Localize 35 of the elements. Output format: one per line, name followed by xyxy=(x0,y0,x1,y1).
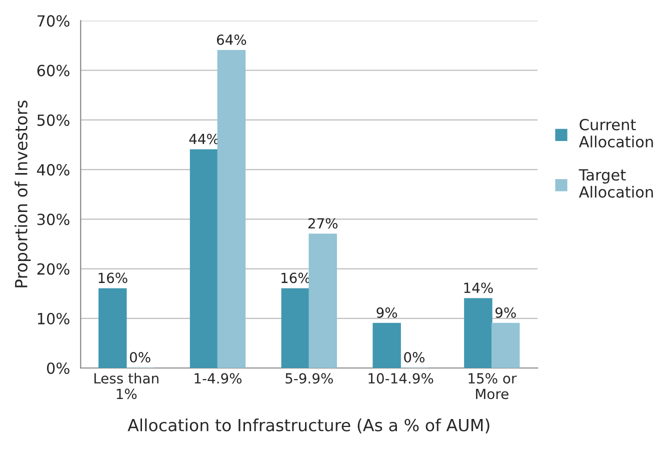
x-tick-label: Less than 1% xyxy=(94,372,158,400)
bar xyxy=(98,288,127,368)
legend-label: Current Allocation xyxy=(578,118,653,148)
y-axis-title: Proportion of Investors xyxy=(14,100,31,288)
y-tick-label: 70% xyxy=(38,15,70,27)
text: 16% xyxy=(98,272,128,284)
y-tick-label: 20% xyxy=(37,263,70,275)
x-tick-label: 5-9.9% xyxy=(286,373,333,384)
y-tick-label: 0% xyxy=(46,362,70,374)
bar xyxy=(308,234,337,368)
text: 9% xyxy=(495,307,516,318)
y-tick-label: 30% xyxy=(37,214,70,226)
y-tick-label: 10% xyxy=(38,312,70,324)
text: 14% xyxy=(464,282,493,294)
bar xyxy=(281,288,310,368)
text: 16% xyxy=(282,272,310,284)
text: 44% xyxy=(189,134,219,144)
x-axis-title: Allocation to Infrastructure (As a % of AUM) xyxy=(128,418,490,434)
text: 0% xyxy=(404,352,424,363)
x-tick-label: 15% or More xyxy=(468,373,517,400)
bar xyxy=(464,298,492,368)
bar xyxy=(372,322,401,368)
x-tick-label: 1-4.9% xyxy=(194,373,242,384)
text: 9% xyxy=(376,307,398,318)
y-tick-label: 40% xyxy=(37,164,70,176)
text: 0% xyxy=(130,352,150,363)
legend-label: Target Allocation xyxy=(578,169,653,198)
x-tick-label: 10-14.9% xyxy=(368,373,434,384)
text: 64% xyxy=(216,34,246,45)
y-tick-label: 60% xyxy=(37,64,70,76)
bar xyxy=(491,322,520,368)
text: 27% xyxy=(308,218,338,229)
bar xyxy=(190,149,218,368)
bar xyxy=(217,50,246,368)
y-tick-label: 50% xyxy=(37,114,70,126)
